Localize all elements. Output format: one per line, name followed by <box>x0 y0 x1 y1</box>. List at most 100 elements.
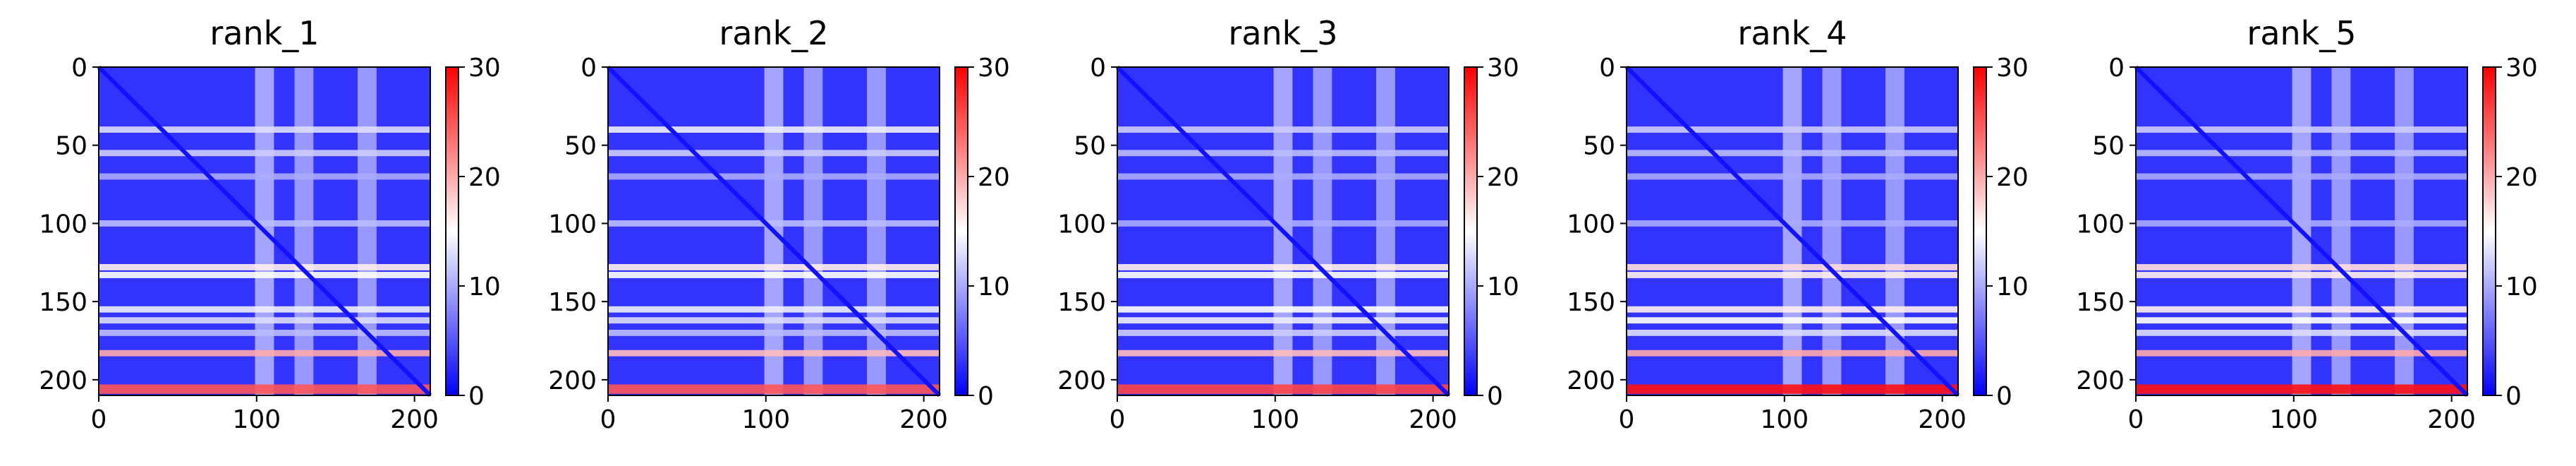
heatmap-row-band <box>1117 126 1449 133</box>
colorbar-tick-label: 30 <box>1996 54 2029 83</box>
plot-frame <box>1117 66 1450 396</box>
colorbar-tick-label: 20 <box>1996 163 2029 192</box>
heatmap-diagonal <box>1624 65 1960 398</box>
plot-frame <box>98 66 431 396</box>
heatmap-row-band <box>1627 317 1958 324</box>
y-tick-label: 0 <box>581 54 597 83</box>
heatmap-column-band <box>867 67 886 395</box>
colorbar-tick-label: 20 <box>468 163 501 192</box>
x-tick-label: 0 <box>1110 405 1126 434</box>
x-tick-label: 100 <box>1251 405 1299 434</box>
colorbar-tick-label: 30 <box>978 54 1010 83</box>
colorbar <box>954 66 968 396</box>
heatmap-row-band <box>2136 317 2467 324</box>
x-tick-label: 200 <box>2427 405 2476 434</box>
colorbar-tick-label: 0 <box>1487 382 1503 411</box>
y-tick-label: 200 <box>1057 366 1106 395</box>
heatmap-row-band <box>1627 220 1958 227</box>
heatmap-column-band <box>803 67 823 395</box>
y-tick-label: 50 <box>2092 132 2125 161</box>
heatmap-row-band <box>1117 317 1449 324</box>
plot-frame <box>607 66 940 396</box>
y-tick-label: 200 <box>2076 366 2125 395</box>
colorbar-tick-label: 20 <box>2505 163 2538 192</box>
x-tick-label: 0 <box>600 405 616 434</box>
heatmap-row-band <box>608 173 940 180</box>
heatmap-row-band <box>608 220 940 227</box>
heatmap-row-band <box>1117 384 1449 394</box>
heatmap-column-band <box>2331 67 2351 395</box>
heatmap-row-band <box>1627 126 1958 133</box>
heatmap-row-band <box>99 306 430 313</box>
heatmap-row-band <box>2136 150 2467 157</box>
heatmap-panel-rank-4: rank_4 0 100 200 0 50 100 150 200 0 10 20 30 <box>1528 0 2036 463</box>
chart-title: rank_3 <box>1228 14 1338 52</box>
y-tick-label: 200 <box>548 366 597 395</box>
chart-title: rank_4 <box>1737 14 1847 52</box>
heatmap-row-band <box>608 330 940 336</box>
y-tick-label: 0 <box>71 54 87 83</box>
heatmap-row-band <box>99 150 430 157</box>
heatmap-row-band <box>2136 220 2467 227</box>
x-tick-label: 100 <box>232 405 281 434</box>
x-tick-label: 0 <box>2128 405 2144 434</box>
y-tick-label: 150 <box>1057 288 1106 317</box>
colorbar-tick-label: 0 <box>2505 382 2522 411</box>
y-tick-label: 100 <box>1057 210 1106 239</box>
x-tick-label: 100 <box>741 405 790 434</box>
colorbar-tick-label: 10 <box>2505 273 2538 301</box>
heatmap-column-band <box>1885 67 1904 395</box>
heatmap-row-band <box>1117 306 1449 313</box>
heatmap-row-band <box>608 317 940 324</box>
heatmap-column-band <box>358 67 377 395</box>
heatmap-row-band <box>608 306 940 313</box>
colorbar-tick-label: 30 <box>2505 54 2538 83</box>
chart-title: rank_2 <box>719 14 829 52</box>
heatmap-row-band <box>99 264 430 270</box>
heatmap-row-band <box>2136 264 2467 270</box>
y-tick-label: 50 <box>55 132 87 161</box>
heatmap-panel-rank-3: rank_3 0 100 200 0 50 100 150 200 0 10 20 30 <box>1019 0 1526 463</box>
x-tick-label: 200 <box>899 405 948 434</box>
heatmap-row-band <box>1627 264 1958 270</box>
y-tick-label: 0 <box>1090 54 1106 83</box>
heatmap-row-band <box>2136 173 2467 180</box>
x-tick-label: 0 <box>91 405 107 434</box>
colorbar <box>1973 66 1987 396</box>
heatmap-row-band <box>1627 306 1958 313</box>
chart-title: rank_5 <box>2247 14 2357 52</box>
heatmap-row-band <box>608 264 940 270</box>
heatmap-row-band <box>2136 350 2467 357</box>
colorbar <box>445 66 459 396</box>
colorbar-tick-label: 0 <box>468 382 485 411</box>
heatmap-row-band <box>608 350 940 357</box>
y-tick-label: 100 <box>548 210 597 239</box>
heatmap-diagonal <box>97 65 432 398</box>
heatmap-row-band <box>1117 330 1449 336</box>
heatmap-row-band <box>2136 126 2467 133</box>
colorbar-tick-label: 30 <box>1487 54 1519 83</box>
heatmap-panel-rank-1: rank_1 0 100 200 0 50 100 150 200 0 10 20 30 <box>0 0 508 463</box>
heatmap-row-band <box>99 173 430 180</box>
heatmap-row-band <box>608 126 940 133</box>
heatmap-row-band <box>1627 272 1958 278</box>
heatmap-row-band <box>608 150 940 157</box>
y-tick-label: 150 <box>548 288 597 317</box>
y-tick-label: 100 <box>2076 210 2125 239</box>
heatmap-row-band <box>2136 330 2467 336</box>
heatmap-diagonal <box>1115 65 1451 398</box>
heatmap-row-band <box>1117 220 1449 227</box>
heatmap-row-band <box>608 272 940 278</box>
heatmap-row-band <box>1627 150 1958 157</box>
heatmap-row-band <box>2136 272 2467 278</box>
y-tick-label: 50 <box>1074 132 1106 161</box>
heatmap-row-band <box>1627 173 1958 180</box>
y-tick-label: 150 <box>1567 288 1615 317</box>
colorbar-tick-label: 10 <box>978 273 1010 301</box>
x-tick-label: 200 <box>1409 405 1457 434</box>
heatmap-column-band <box>1376 67 1395 395</box>
y-tick-label: 0 <box>1599 54 1615 83</box>
